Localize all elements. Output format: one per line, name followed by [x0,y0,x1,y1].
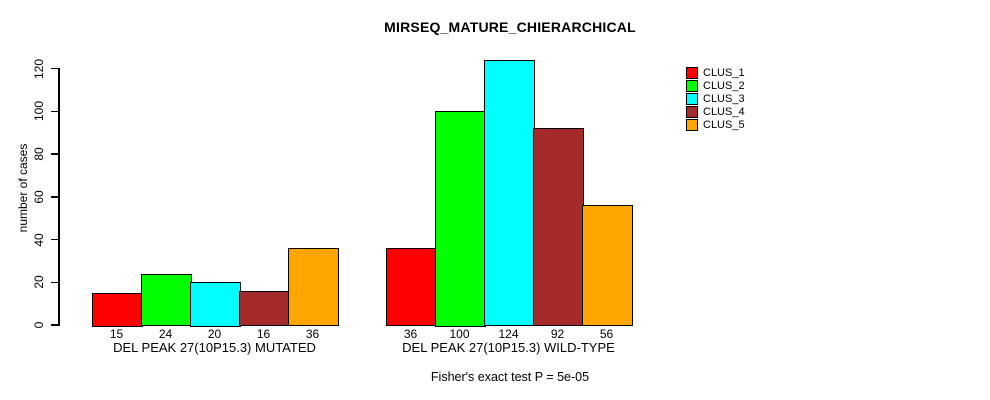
y-tick-mark [51,324,58,326]
y-tick-label-text: 100 [31,101,46,122]
y-tick-mark [51,110,58,112]
bar-value-label: 36 [305,327,320,341]
legend-row: CLUS_5 [686,118,745,131]
group-axis-label: DEL PEAK 27(10P15.3) MUTATED [113,340,316,355]
bar-value-label: 20 [207,327,222,341]
bar-value-label: 16 [256,327,271,341]
legend-swatch [686,118,698,131]
y-tick-label-text: 40 [31,232,46,247]
y-axis-line [58,67,60,326]
legend-swatch [686,105,698,118]
legend-label: CLUS_2 [703,79,745,92]
y-tick-mark [51,196,58,198]
legend-swatch [686,66,698,79]
bar-clus_1-group2 [386,248,437,327]
y-tick-mark [51,281,58,283]
legend-swatch [686,79,698,92]
bar-clus_1-group1 [92,292,143,327]
y-tick-mark [51,67,58,70]
bar-clus_4-group2 [533,128,584,327]
bar-value-label: 15 [109,327,124,341]
y-tick-label-text: 20 [31,275,46,289]
bar-value-label: 124 [498,327,519,341]
legend-row: CLUS_2 [686,79,745,92]
legend-label: CLUS_5 [703,118,745,131]
chart-title: MIRSEQ_MATURE_CHIERARCHICAL [384,19,636,35]
legend-label: CLUS_4 [703,105,745,118]
legend: CLUS_1 CLUS_2 CLUS_3 CLUS_4 CLUS_5 [686,66,745,131]
bar-clus_5-group1 [288,248,339,327]
bar-clus_3-group2 [484,59,535,327]
legend-swatch [686,92,698,105]
bar-clus_5-group2 [582,205,633,327]
legend-row: CLUS_3 [686,92,745,105]
legend-row: CLUS_1 [686,66,745,79]
bar-clus_3-group1 [190,282,241,327]
y-tick-mark [51,153,58,155]
bar-clus_2-group2 [435,111,486,327]
y-tick-label-text: 80 [31,147,46,161]
annotation-text: Fisher's exact test P = 5e-05 [430,370,590,384]
bar-value-label: 100 [449,327,470,341]
group-axis-label: DEL PEAK 27(10P15.3) WILD-TYPE [402,340,615,355]
y-axis-title-text: number of cases [16,143,30,233]
bar-value-label: 92 [550,327,565,341]
bar-clus_2-group1 [141,273,192,327]
legend-label: CLUS_1 [703,66,745,79]
legend-row: CLUS_4 [686,105,745,118]
bar-clus_4-group1 [239,290,290,327]
y-tick-label-text: 60 [31,190,46,204]
y-tick-label-text: 120 [31,58,46,79]
y-tick-mark [51,238,58,241]
bar-value-label: 56 [599,327,614,341]
y-tick-label-text: 0 [31,321,46,329]
bar-value-label: 36 [403,327,418,341]
bar-value-label: 24 [158,327,173,341]
legend-label: CLUS_3 [703,92,745,105]
